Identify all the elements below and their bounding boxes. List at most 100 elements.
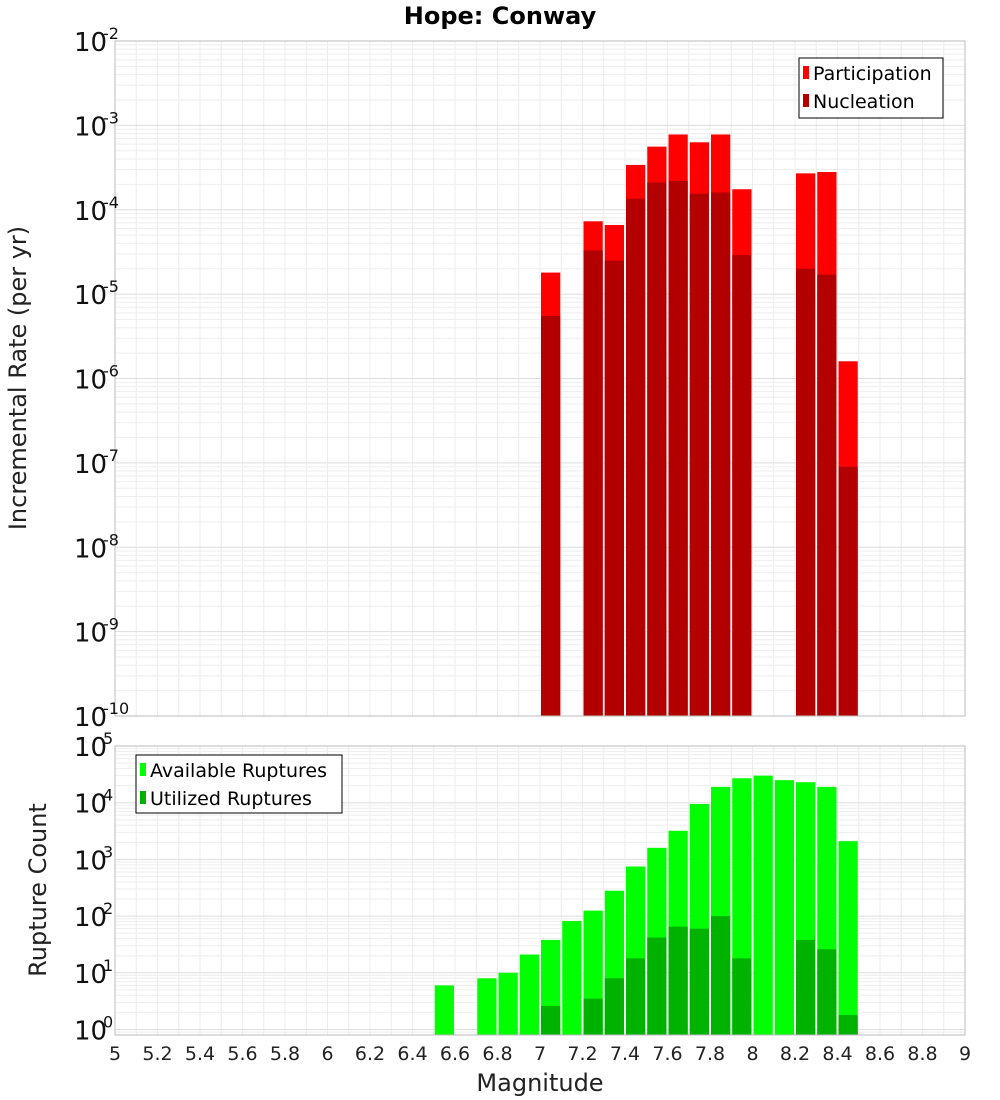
x-tick-label: 9: [959, 1043, 971, 1065]
x-tick-label: 6.4: [397, 1043, 427, 1065]
top-ytick-exponent: -2: [103, 24, 119, 43]
top-ytick-label: 10: [74, 366, 107, 396]
top-ytick-label: 10: [74, 28, 107, 58]
top-bar-series2: [604, 260, 624, 716]
top-bar-series2: [689, 193, 709, 716]
x-tick-labels: 5 5.2 5.4 5.6 5.8 6 6.2 6.4 6.6 6.8 7 7.2 7.4 7.6 7.8 8…: [109, 1043, 971, 1065]
bottom-ytick-exponent: 4: [103, 786, 113, 805]
bottom-ytick-exponent: 1: [103, 956, 113, 975]
top-ytick-exponent: -6: [103, 362, 119, 381]
legend-available-swatch: [140, 763, 146, 776]
top-ytick-exponent: -9: [103, 615, 119, 634]
bottom-bar-series2: [689, 928, 709, 1035]
top-ytick-exponent: -3: [103, 108, 119, 127]
bottom-ytick-exponent: 0: [103, 1013, 113, 1032]
bottom-legend-box: [135, 754, 343, 814]
x-tick-label: 8: [746, 1043, 758, 1065]
legend-participation-label: Participation: [813, 63, 932, 85]
top-bars: [541, 134, 858, 717]
x-tick-label: 7.2: [567, 1043, 597, 1065]
bottom-ytick-label: 10: [74, 1017, 107, 1047]
bottom-bar-series1: [434, 985, 454, 1035]
bottom-bar-series1: [838, 841, 858, 1035]
top-ytick-label: 10: [74, 450, 107, 480]
top-y-tick-labels: 10-210-310-410-510-610-710-810-910-10: [74, 24, 129, 733]
top-ytick-label: 10: [74, 281, 107, 311]
bottom-y-axis-label: Rupture Count: [24, 803, 52, 977]
legend-nucleation-label: Nucleation: [813, 91, 915, 113]
top-bar-series2: [541, 316, 561, 716]
x-tick-label: 5.8: [270, 1043, 300, 1065]
bottom-bar-series2: [541, 1005, 561, 1035]
top-legend: Participation Nucleation: [798, 57, 944, 119]
top-ytick-label: 10: [74, 619, 107, 649]
top-ytick-label: 10: [74, 703, 107, 733]
x-tick-label: 7.8: [695, 1043, 725, 1065]
bottom-bar-series2: [732, 958, 752, 1035]
bottom-ytick-label: 10: [74, 846, 107, 876]
bottom-bar-series1: [498, 972, 518, 1035]
x-tick-label: 6.2: [355, 1043, 385, 1065]
bottom-bar-series2: [817, 949, 837, 1035]
x-tick-label: 5.4: [185, 1043, 215, 1065]
bottom-ytick-label: 10: [74, 960, 107, 990]
x-tick-label: 8.8: [907, 1043, 937, 1065]
top-bar-series2: [732, 255, 752, 716]
top-ytick-exponent: -10: [103, 699, 129, 718]
bottom-bar-series1: [753, 775, 773, 1035]
top-ytick-exponent: -5: [103, 277, 119, 296]
top-bar-series2: [711, 192, 731, 717]
top-ytick-label: 10: [74, 197, 107, 227]
x-tick-label: 5.6: [227, 1043, 257, 1065]
bottom-ytick-exponent: 2: [103, 899, 113, 918]
legend-participation-swatch: [803, 66, 809, 79]
bottom-bar-series1: [519, 954, 539, 1035]
bottom-bar-series1: [774, 780, 794, 1035]
top-y-axis-label: Incremental Rate (per yr): [4, 226, 32, 530]
legend-utilized-label: Utilized Ruptures: [150, 788, 312, 810]
x-tick-label: 5.2: [142, 1043, 172, 1065]
x-tick-label: 7.4: [610, 1043, 640, 1065]
top-bar-series2: [583, 250, 603, 717]
x-tick-label: 5: [109, 1043, 121, 1065]
bottom-bar-series2: [626, 958, 646, 1035]
x-tick-label: 6: [321, 1043, 333, 1065]
x-tick-label: 8.4: [822, 1043, 852, 1065]
x-tick-label: 8.6: [865, 1043, 895, 1065]
top-bar-series2: [796, 268, 816, 716]
legend-utilized-swatch: [140, 791, 146, 804]
top-ytick-label: 10: [74, 112, 107, 142]
bottom-bar-series2: [711, 916, 731, 1035]
bottom-ytick-label: 10: [74, 903, 107, 933]
top-bar-series2: [668, 180, 688, 716]
bottom-bars: [434, 775, 858, 1035]
bottom-plot-border: [114, 745, 966, 1036]
bottom-ytick-exponent: 5: [103, 729, 113, 748]
top-ytick-exponent: -8: [103, 530, 119, 549]
bottom-bar-series2: [583, 998, 603, 1035]
x-tick-label: 7.6: [652, 1043, 682, 1065]
chart-title: Hope: Conway: [404, 2, 597, 30]
bottom-legend: Available Ruptures Utilized Ruptures: [135, 754, 343, 814]
x-axis-label: Magnitude: [476, 1069, 603, 1097]
x-tick-label: 6.8: [482, 1043, 512, 1065]
bottom-bar-series2: [796, 939, 816, 1035]
top-grid: [115, 41, 965, 716]
bottom-bar-series1: [477, 978, 497, 1035]
x-tick-label: 8.2: [780, 1043, 810, 1065]
top-bar-series2: [626, 198, 646, 717]
top-ytick-label: 10: [74, 534, 107, 564]
bottom-bar-series2: [668, 926, 688, 1035]
bottom-ytick-exponent: 3: [103, 842, 113, 861]
top-ytick-exponent: -4: [103, 193, 119, 212]
top-plot-border: [114, 40, 966, 717]
bottom-bar-series2: [647, 937, 667, 1035]
legend-available-label: Available Ruptures: [150, 760, 327, 782]
x-tick-label: 7: [534, 1043, 546, 1065]
bottom-ytick-label: 10: [74, 790, 107, 820]
legend-nucleation-swatch: [803, 94, 809, 107]
top-legend-box: [798, 57, 944, 119]
bottom-bar-series1: [562, 920, 582, 1035]
